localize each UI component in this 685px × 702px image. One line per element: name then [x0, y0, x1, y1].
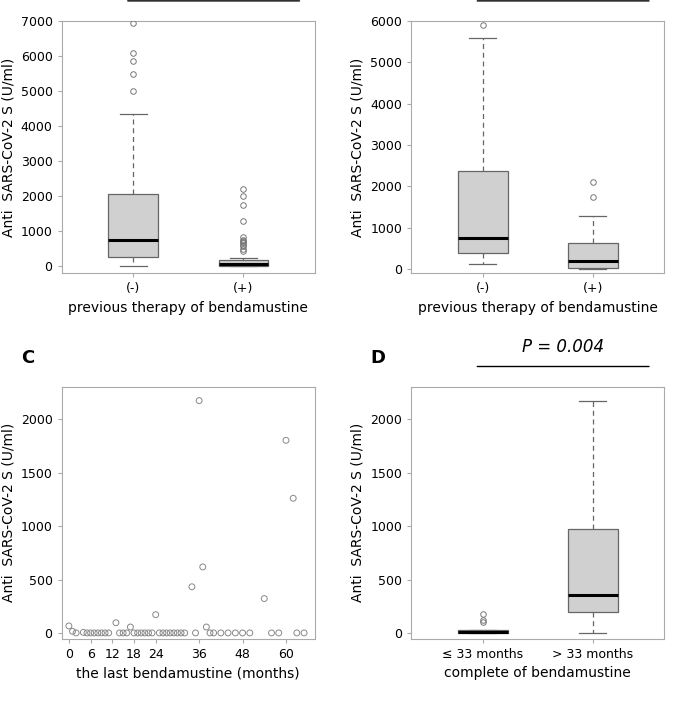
Point — [71, 628, 82, 639]
Point — [147, 628, 158, 639]
Text: C: C — [21, 349, 34, 367]
Point — [99, 628, 110, 639]
Point — [136, 628, 147, 639]
Point — [273, 628, 284, 639]
Point — [132, 628, 143, 639]
Bar — [108, 194, 158, 257]
X-axis label: the last bendamustine (months): the last bendamustine (months) — [77, 666, 300, 680]
Point — [129, 628, 140, 639]
Point — [230, 628, 241, 639]
Point — [161, 628, 172, 639]
Point — [110, 617, 121, 628]
Point — [89, 628, 100, 639]
Point — [245, 628, 256, 639]
Point — [299, 628, 310, 639]
Point — [237, 628, 248, 639]
Point — [186, 581, 197, 592]
Point — [114, 628, 125, 639]
Point — [143, 628, 154, 639]
Point — [175, 628, 186, 639]
Point — [139, 628, 150, 639]
X-axis label: previous therapy of bendamustine: previous therapy of bendamustine — [418, 300, 658, 314]
Bar — [219, 260, 268, 265]
Point — [205, 628, 216, 639]
Point — [125, 621, 136, 633]
Point — [64, 621, 75, 632]
Point — [179, 628, 190, 639]
Bar — [568, 244, 618, 268]
Point — [266, 628, 277, 639]
Point — [259, 593, 270, 604]
X-axis label: complete of bendamustine: complete of bendamustine — [445, 666, 631, 680]
Y-axis label: Anti  SARS-CoV-2 S (U/ml): Anti SARS-CoV-2 S (U/ml) — [1, 423, 15, 602]
Point — [82, 628, 92, 639]
Point — [150, 609, 161, 621]
Text: P = 0.004: P = 0.004 — [522, 338, 604, 357]
X-axis label: previous therapy of bendamustine: previous therapy of bendamustine — [68, 300, 308, 314]
Point — [118, 628, 129, 639]
Point — [85, 628, 96, 639]
Point — [223, 628, 234, 639]
Point — [201, 621, 212, 633]
Point — [208, 628, 219, 639]
Point — [215, 628, 226, 639]
Text: B: B — [371, 0, 384, 1]
Bar — [458, 171, 508, 253]
Point — [197, 562, 208, 573]
Point — [280, 435, 291, 446]
Point — [194, 395, 205, 406]
Y-axis label: Anti  SARS-CoV-2 S (U/ml): Anti SARS-CoV-2 S (U/ml) — [351, 423, 364, 602]
Point — [78, 627, 89, 638]
Point — [288, 493, 299, 504]
Text: A: A — [21, 0, 35, 1]
Text: D: D — [371, 349, 386, 367]
Point — [103, 628, 114, 639]
Point — [154, 628, 165, 639]
Y-axis label: Anti  SARS-CoV-2 S (U/ml): Anti SARS-CoV-2 S (U/ml) — [1, 58, 15, 237]
Point — [67, 625, 78, 637]
Bar — [568, 529, 618, 612]
Point — [291, 628, 302, 639]
Point — [164, 628, 175, 639]
Point — [172, 628, 183, 639]
Point — [96, 628, 107, 639]
Point — [169, 628, 179, 639]
Y-axis label: Anti  SARS-CoV-2 S (U/ml): Anti SARS-CoV-2 S (U/ml) — [351, 58, 364, 237]
Bar — [458, 630, 508, 633]
Point — [190, 628, 201, 639]
Point — [121, 628, 132, 639]
Point — [92, 628, 103, 639]
Point — [158, 628, 169, 639]
